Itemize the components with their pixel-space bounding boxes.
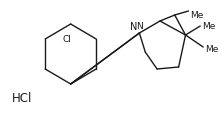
Text: HCl: HCl	[12, 91, 32, 104]
Text: N: N	[130, 22, 137, 32]
Text: Cl: Cl	[62, 35, 71, 44]
Text: Me: Me	[202, 21, 215, 30]
Text: Me: Me	[205, 44, 219, 53]
Text: Me: Me	[191, 11, 204, 20]
Text: N: N	[136, 22, 143, 31]
